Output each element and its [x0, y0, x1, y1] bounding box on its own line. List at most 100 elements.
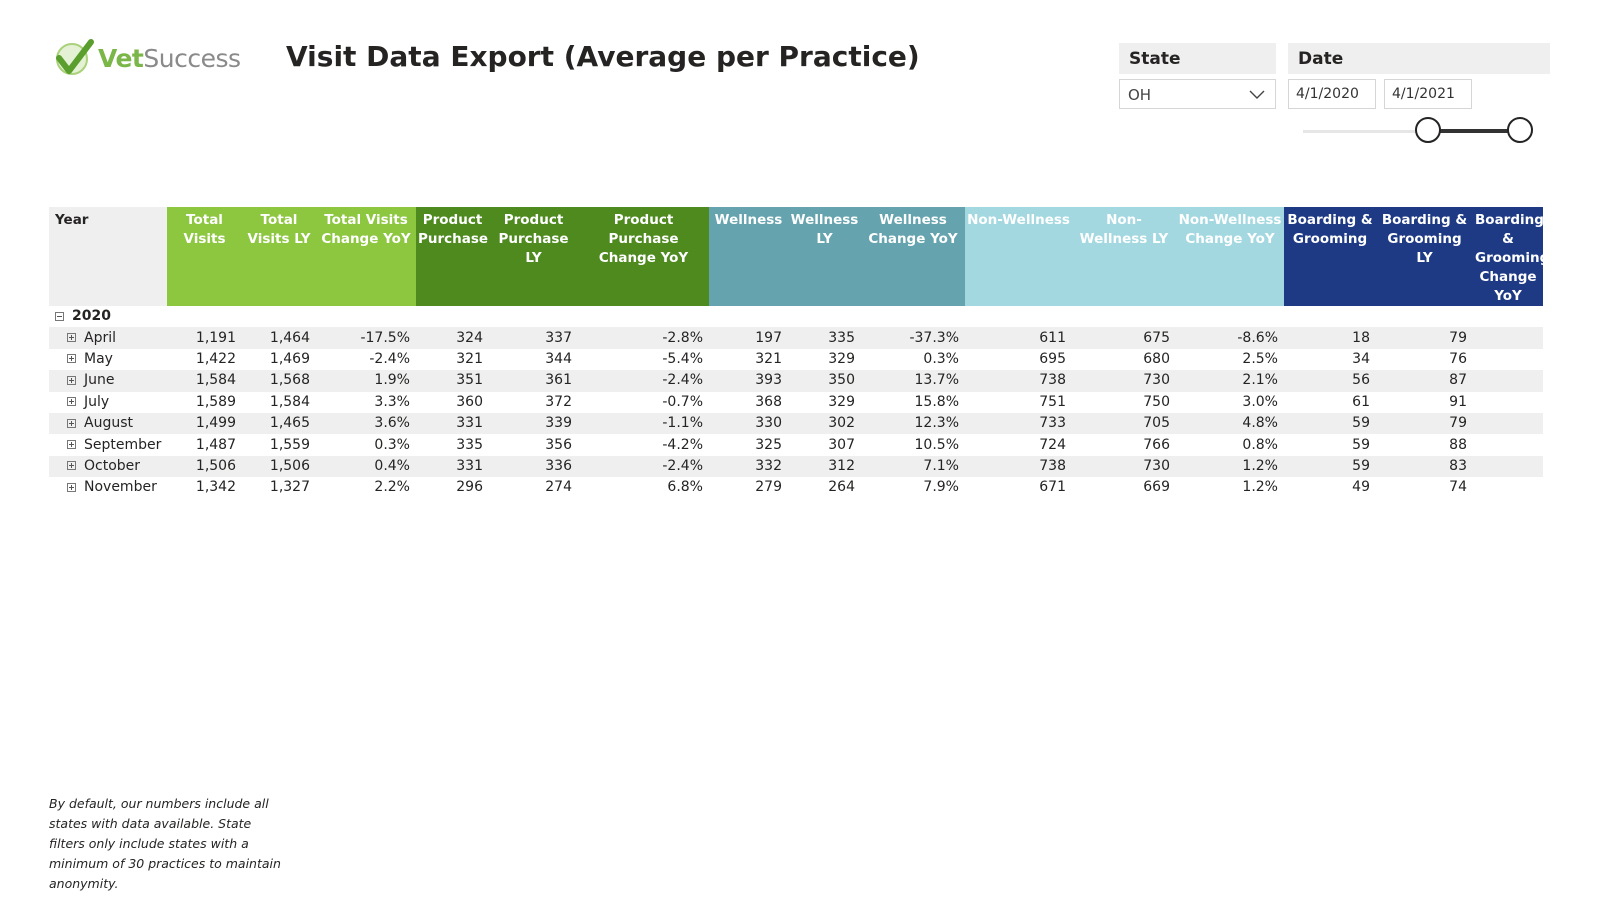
visit-data-matrix[interactable]: Year Total Visits Total Visits LY Total Vis… [49, 207, 1554, 497]
column-header[interactable]: Total Visits [167, 207, 242, 306]
column-header[interactable]: Product Purchase LY [489, 207, 578, 306]
row-label: June [84, 372, 115, 389]
table-cell: 368 [755, 393, 782, 410]
table-cell: 331 [416, 412, 489, 435]
column-header[interactable]: Non-Wellness [965, 207, 1072, 306]
state-dropdown[interactable]: OH [1119, 79, 1276, 109]
table-cell: 730 [1072, 370, 1176, 392]
table-cell [1473, 392, 1543, 413]
vetsuccess-logo: VetSuccess [53, 38, 241, 80]
expand-icon[interactable] [67, 440, 76, 450]
table-cell: 611 [965, 327, 1072, 349]
table-cell: 336 [489, 455, 578, 478]
column-header[interactable]: Total Visits LY [242, 207, 316, 306]
date-start-input[interactable]: 4/1/2020 [1288, 79, 1376, 109]
column-header[interactable]: Product Purchase Change YoY [578, 207, 709, 306]
row-label-cell: August [49, 412, 167, 435]
logo-wordmark: VetSuccess [98, 44, 241, 73]
table-header-row: Year Total Visits Total Visits LY Total Vis… [49, 207, 1549, 306]
month-row: April 1,191 1,464 -17.5% 324 337 -2.8% 197 335 -3… [49, 327, 1543, 349]
table-cell: 0.3% [374, 436, 410, 453]
column-header[interactable]: Wellness [709, 207, 788, 306]
column-header-year[interactable]: Year [49, 207, 167, 306]
row-label-cell: July [49, 392, 167, 413]
table-cell: 15.8% [914, 393, 959, 410]
expand-icon[interactable] [67, 397, 76, 407]
table-cell: 695 [1039, 350, 1066, 367]
row-label: 2020 [72, 308, 111, 325]
table-cell: 12.3% [861, 412, 965, 435]
month-row: November 1,342 1,327 2.2% 296 274 6.8% 279 264 7.… [49, 477, 1543, 497]
table-cell: 1,506 [242, 455, 316, 478]
page-title: Visit Data Export (Average per Practice) [286, 40, 920, 73]
column-header[interactable]: Product Purchase [416, 207, 489, 306]
table-cell: 59 [1352, 436, 1370, 453]
table-cell [1473, 412, 1543, 435]
table-cell: 738 [965, 370, 1072, 392]
column-header[interactable]: Boarding & Grooming LY [1376, 207, 1473, 306]
row-label: July [84, 393, 110, 410]
table-cell: 264 [828, 479, 855, 496]
table-cell: -8.6% [1176, 327, 1284, 349]
table-cell [578, 306, 709, 327]
table-cell: 766 [1143, 436, 1170, 453]
column-header[interactable]: Non-Wellness LY [1072, 207, 1176, 306]
table-cell: 360 [456, 393, 483, 410]
row-label-cell: June [49, 370, 167, 392]
expand-icon[interactable] [67, 354, 76, 364]
expand-icon[interactable] [67, 333, 76, 343]
table-cell: -1.1% [578, 412, 709, 435]
column-header[interactable]: Boarding & Grooming [1284, 207, 1376, 306]
state-dropdown-value: OH [1128, 86, 1152, 104]
table-cell: 372 [545, 393, 572, 410]
expand-icon[interactable] [67, 375, 76, 385]
table-cell: 351 [416, 370, 489, 392]
table-cell: 0.8% [1242, 436, 1278, 453]
expand-icon[interactable] [67, 482, 76, 492]
table-cell: 6.8% [667, 479, 703, 496]
table-cell: 56 [1284, 370, 1376, 392]
table-cell [1176, 306, 1284, 327]
table-cell [242, 306, 316, 327]
row-label: August [84, 415, 133, 432]
table-cell: 312 [788, 455, 861, 478]
date-range-slider[interactable] [1303, 117, 1533, 147]
table-cell [788, 306, 861, 327]
table-cell: 671 [1039, 479, 1066, 496]
slider-end-handle[interactable] [1507, 117, 1533, 143]
table-cell: 1,464 [242, 327, 316, 349]
table-cell [167, 306, 242, 327]
table-cell: 1,568 [242, 370, 316, 392]
slider-selected-range [1428, 129, 1520, 133]
table-cell: 1,191 [167, 327, 242, 349]
table-cell: 74 [1449, 479, 1467, 496]
table-cell: 1,422 [195, 350, 236, 367]
table-cell: 2.1% [1176, 370, 1284, 392]
table-cell: 302 [788, 412, 861, 435]
expand-icon[interactable] [67, 461, 76, 471]
table-cell: 1,506 [167, 455, 242, 478]
column-header[interactable]: Wellness LY [788, 207, 861, 306]
table-cell: 88 [1449, 436, 1467, 453]
table-cell: 324 [416, 327, 489, 349]
date-end-input[interactable]: 4/1/2021 [1384, 79, 1472, 109]
column-header[interactable]: Non-Wellness Change YoY [1176, 207, 1284, 306]
table-cell: 34 [1352, 350, 1370, 367]
column-header[interactable]: Boarding & Grooming Change YoY [1473, 207, 1549, 306]
collapse-icon[interactable] [55, 311, 64, 321]
table-cell [1473, 327, 1543, 349]
table-cell: 733 [965, 412, 1072, 435]
expand-icon[interactable] [67, 418, 76, 428]
table-cell: 724 [1039, 436, 1066, 453]
slider-start-handle[interactable] [1415, 117, 1442, 143]
table-cell: 1.9% [316, 370, 416, 392]
table-cell: 1.2% [1176, 455, 1284, 478]
row-label: April [84, 329, 116, 346]
table-cell [861, 306, 965, 327]
month-row: June 1,584 1,568 1.9% 351 361 -2.4% 393 350 13.7%… [49, 370, 1543, 392]
column-header[interactable]: Total Visits Change YoY [316, 207, 416, 306]
column-header[interactable]: Wellness Change YoY [861, 207, 965, 306]
footnote: By default, our numbers include all stat… [49, 796, 281, 891]
table-cell [1473, 349, 1543, 370]
month-row: September 1,487 1,559 0.3% 335 356 -4.2% 325 307… [49, 434, 1543, 455]
